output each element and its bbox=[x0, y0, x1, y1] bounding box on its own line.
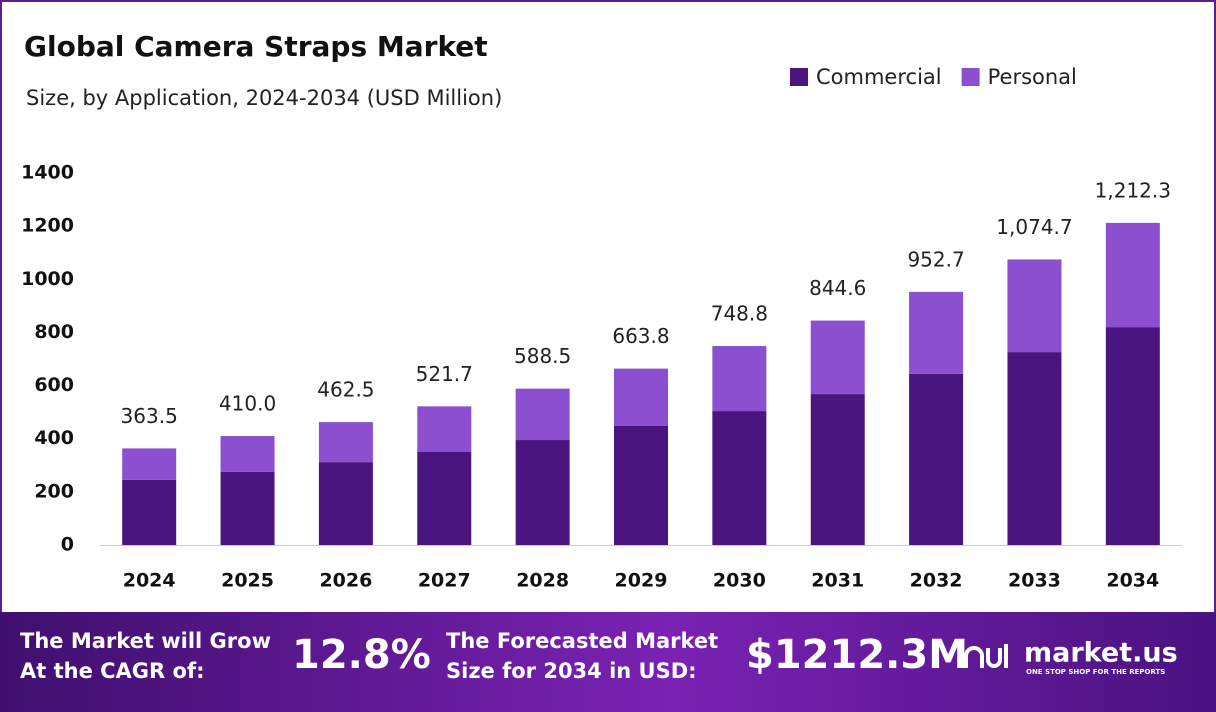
legend-label: Personal bbox=[988, 65, 1077, 89]
y-tick-label: 600 bbox=[34, 374, 74, 396]
total-label: 1,074.7 bbox=[996, 215, 1072, 239]
x-tick-label: 2025 bbox=[221, 570, 274, 592]
bar-segment bbox=[515, 388, 570, 441]
brand-tagline: ONE STOP SHOP FOR THE REPORTS bbox=[1026, 668, 1165, 676]
x-tick-label: 2034 bbox=[1106, 570, 1159, 592]
total-label: 462.5 bbox=[317, 378, 374, 402]
x-tick-label: 2031 bbox=[811, 570, 864, 592]
bar-segment bbox=[1007, 352, 1062, 545]
bar-segment bbox=[515, 440, 570, 545]
forecast-text: Size for 2034 in USD: bbox=[446, 659, 697, 683]
bar-segment bbox=[614, 368, 668, 426]
bar-segment bbox=[1105, 222, 1160, 328]
bar-segment bbox=[220, 471, 275, 545]
bar-segment bbox=[1105, 327, 1160, 545]
bar-segment bbox=[1007, 259, 1062, 353]
y-tick-label: 800 bbox=[34, 321, 74, 343]
y-tick-label: 200 bbox=[34, 480, 74, 502]
bar-segment bbox=[810, 320, 865, 395]
total-label: 844.6 bbox=[809, 276, 866, 300]
y-tick-label: 400 bbox=[34, 427, 74, 449]
bar-segment bbox=[909, 291, 964, 374]
total-label: 363.5 bbox=[121, 404, 178, 428]
chart-title: Global Camera Straps Market bbox=[24, 30, 488, 63]
bar-segment bbox=[614, 425, 668, 545]
total-label: 748.8 bbox=[711, 302, 768, 326]
legend-swatch bbox=[790, 68, 808, 86]
bar-segment bbox=[417, 406, 472, 452]
bar-segment bbox=[122, 479, 177, 545]
x-tick-label: 2027 bbox=[418, 570, 471, 592]
bar-segment bbox=[712, 411, 767, 545]
brand-logo bbox=[964, 644, 1008, 668]
x-tick-label: 2030 bbox=[713, 570, 766, 592]
x-tick-label: 2032 bbox=[910, 570, 963, 592]
x-tick-label: 2026 bbox=[319, 570, 372, 592]
total-label: 952.7 bbox=[907, 247, 964, 271]
x-tick-label: 2024 bbox=[123, 570, 176, 592]
chart-subtitle: Size, by Application, 2024-2034 (USD Mil… bbox=[26, 86, 502, 110]
total-label: 663.8 bbox=[612, 324, 669, 348]
forecast-value: $1212.3M bbox=[746, 632, 968, 678]
x-tick-label: 2028 bbox=[516, 570, 569, 592]
legend-label: Commercial bbox=[816, 65, 942, 89]
bar-segment bbox=[220, 436, 275, 472]
y-tick-label: 1000 bbox=[21, 268, 74, 290]
total-label: 410.0 bbox=[219, 392, 276, 416]
cagr-value: 12.8% bbox=[292, 632, 431, 678]
forecast-text: The Forecasted Market bbox=[446, 629, 718, 653]
total-label: 588.5 bbox=[514, 344, 571, 368]
footer-band bbox=[0, 612, 1216, 712]
y-tick-label: 1200 bbox=[21, 215, 74, 237]
brand: market.us bbox=[1024, 638, 1178, 669]
y-tick-label: 0 bbox=[61, 534, 74, 556]
y-tick-label: 1400 bbox=[21, 162, 74, 184]
bar-segment bbox=[712, 346, 767, 412]
legend-swatch bbox=[961, 68, 980, 86]
total-label: 521.7 bbox=[416, 362, 473, 386]
bar-segment bbox=[810, 394, 865, 545]
x-tick-label: 2033 bbox=[1008, 570, 1061, 592]
cagr-text: At the CAGR of: bbox=[20, 659, 205, 683]
bar-segment bbox=[318, 422, 373, 463]
cagr-text: The Market will Grow bbox=[20, 629, 271, 653]
total-label: 1,212.3 bbox=[1095, 178, 1171, 202]
bar-segment bbox=[318, 462, 373, 545]
x-tick-label: 2029 bbox=[615, 570, 668, 592]
bar-segment bbox=[122, 448, 177, 480]
bar-segment bbox=[909, 373, 964, 545]
bar-segment bbox=[417, 452, 472, 545]
